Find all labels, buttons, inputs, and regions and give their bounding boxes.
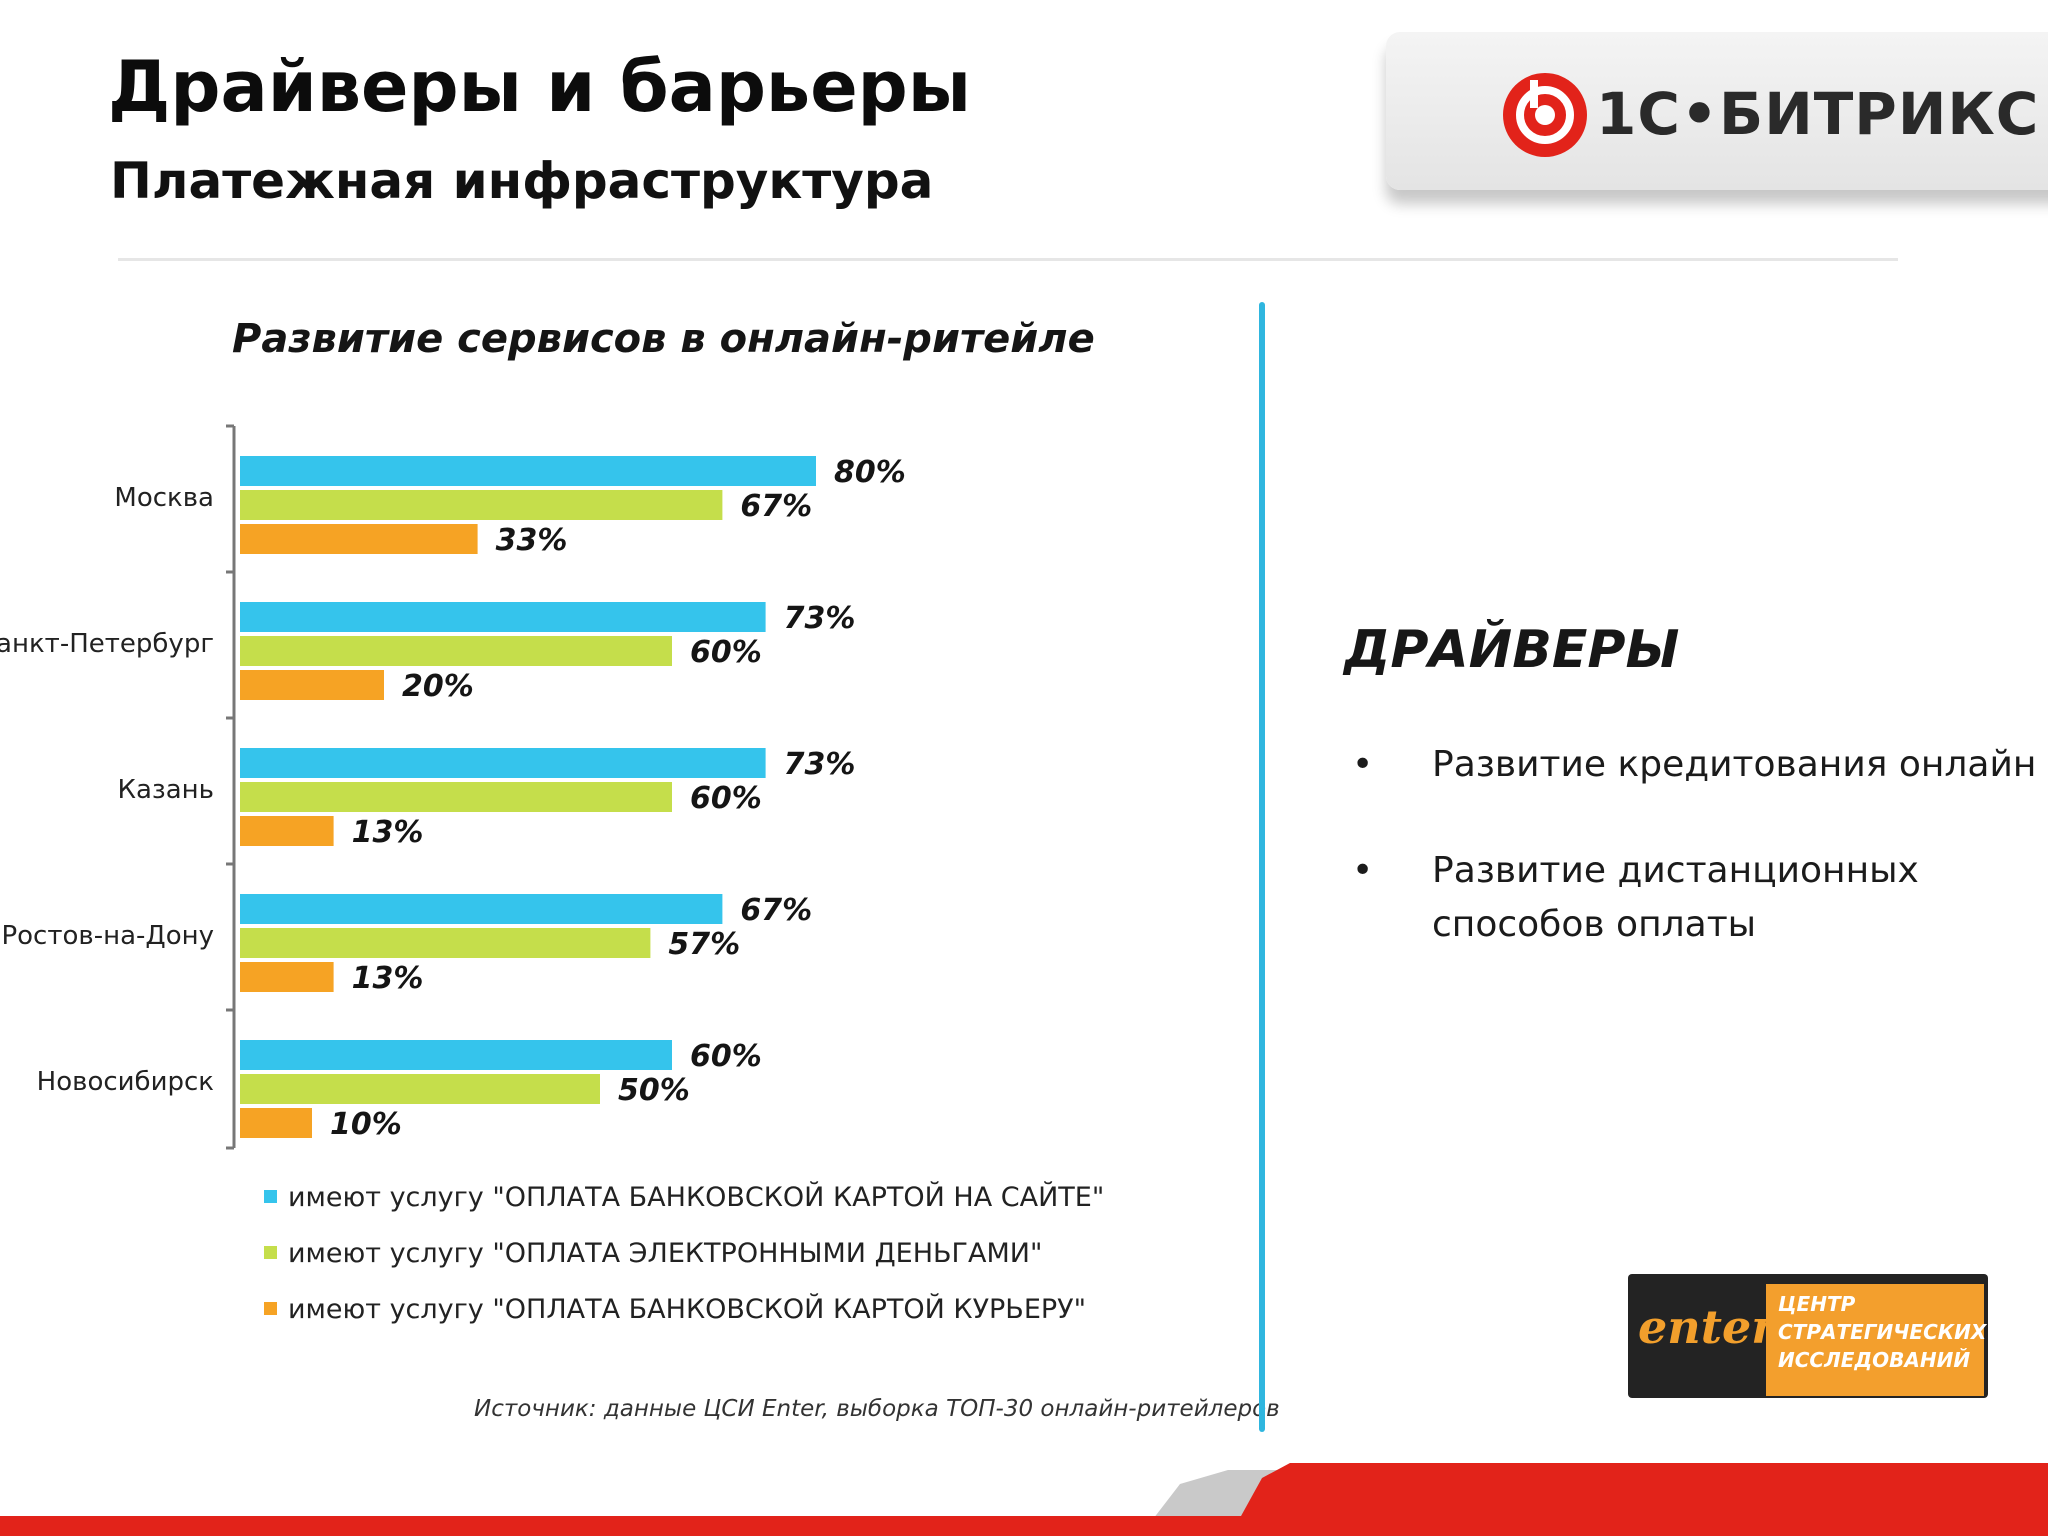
legend-swatch-card-courier [264,1302,277,1315]
enter-logo-line: СТРАТЕГИЧЕСКИХ [1778,1320,1987,1344]
legend-label: имеют услугу "ОПЛАТА ЭЛЕКТРОННЫМИ ДЕНЬГА… [288,1238,1043,1269]
bar [240,1040,672,1070]
drivers-item-text: Развитие кредитования онлайн [1432,744,2037,785]
category-label: Москва [114,483,214,513]
legend-swatch-card-online [264,1190,277,1203]
bar [240,928,651,958]
bar [240,1074,600,1104]
bar [240,962,334,992]
bar [240,748,766,778]
data-label: 67% [740,489,812,524]
data-label: 13% [352,961,424,996]
bar [240,782,672,812]
drivers-list-item: • Развитие дистанционных способов оплаты [1344,844,2044,952]
data-label: 60% [690,781,762,816]
bar [240,636,672,666]
chart-title: Развитие сервисов в онлайн-ритейле [232,316,1095,362]
vertical-divider [1259,302,1265,1432]
legend-label: имеют услугу "ОПЛАТА БАНКОВСКОЙ КАРТОЙ Н… [288,1182,1105,1213]
data-label: 13% [352,815,424,850]
data-label: 73% [784,601,856,636]
bar [240,602,766,632]
chart-source-note: Источник: данные ЦСИ Enter, выборка ТОП-… [474,1396,1280,1422]
data-label: 60% [690,635,762,670]
bullet-icon: • [1352,850,1374,891]
brand-logo-plate [1386,32,2048,190]
drivers-list-item: • Развитие кредитования онлайн [1344,738,2044,792]
bar [240,524,478,554]
chart-legend: имеют услугу "ОПЛАТА БАНКОВСКОЙ КАРТОЙ Н… [260,1174,1104,1342]
bar [240,816,334,846]
drivers-list: • Развитие кредитования онлайн • Развити… [1344,738,2044,1004]
slide-title: Драйверы и барьеры [108,46,972,128]
data-label: 57% [668,927,740,962]
enter-logo-line: ЦЕНТР [1778,1292,1856,1316]
category-label: Казань [118,775,214,805]
brand-logo-text: 1С•БИТРИКС [1596,80,2040,148]
enter-logo-panel [1766,1284,1984,1396]
footer-band [0,1463,2048,1536]
data-label: 80% [834,455,906,490]
data-label: 10% [330,1107,402,1142]
category-label: Ростов-на-Дону [1,921,214,951]
bar [240,670,384,700]
legend-item: имеют услугу "ОПЛАТА ЭЛЕКТРОННЫМИ ДЕНЬГА… [260,1230,1104,1286]
data-label: 67% [740,893,812,928]
data-label: 33% [496,523,568,558]
data-label: 20% [402,669,474,704]
drivers-heading: ДРАЙВЕРЫ [1344,620,1680,680]
bar [240,1108,312,1138]
bar [240,456,816,486]
data-label: 50% [618,1073,690,1108]
category-label: Новосибирск [37,1067,214,1097]
drivers-item-text: Развитие дистанционных способов оплаты [1432,850,1919,945]
enter-logo-line: ИССЛЕДОВАНИЙ [1778,1348,1971,1372]
category-label: Санкт-Петербург [0,629,214,659]
header-divider [118,258,1898,261]
bitrix-ring-icon [1503,73,1587,157]
bullet-icon: • [1352,744,1374,785]
data-label: 73% [784,747,856,782]
legend-item: имеют услугу "ОПЛАТА БАНКОВСКОЙ КАРТОЙ Н… [260,1174,1104,1230]
enter-logo-word: enter [1638,1300,1776,1354]
data-label: 60% [690,1039,762,1074]
legend-label: имеют услугу "ОПЛАТА БАНКОВСКОЙ КАРТОЙ К… [288,1294,1087,1325]
slide-subtitle: Платежная инфраструктура [110,152,934,210]
bar [240,490,723,520]
services-bar-chart: Москва 80% 67% 33% Санкт-Петербург 73% 60% 20% К… [0,424,906,1150]
legend-item: имеют услугу "ОПЛАТА БАНКОВСКОЙ КАРТОЙ К… [260,1286,1104,1342]
legend-swatch-e-money [264,1246,277,1259]
bar [240,894,723,924]
